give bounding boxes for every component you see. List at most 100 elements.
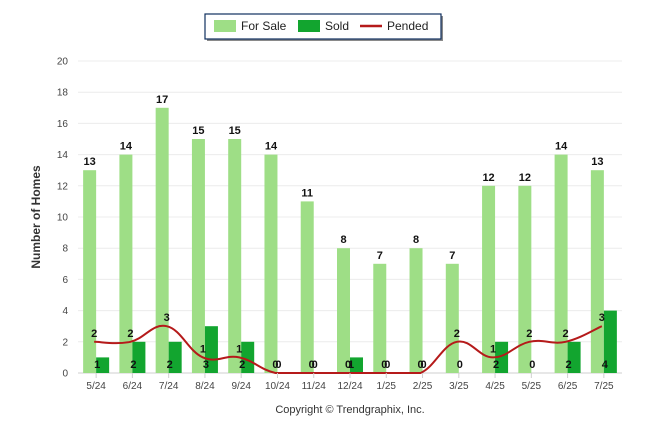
x-tick-label-2-25: 2/25 xyxy=(413,381,433,392)
x-tick-label-12-24: 12/24 xyxy=(337,381,362,392)
label-pended-4-25: 1 xyxy=(490,343,496,355)
y-tick-label: 18 xyxy=(57,88,69,99)
bar-for-sale-9-24[interactable] xyxy=(228,139,242,373)
x-tick-label-6-25: 6/25 xyxy=(558,381,578,392)
bars xyxy=(83,107,617,374)
label-pended-10-24: 0 xyxy=(272,359,278,371)
y-axis-label: Number of Homes xyxy=(29,165,43,269)
bar-for-sale-1-25[interactable] xyxy=(373,263,387,373)
label-sold-4-25: 2 xyxy=(493,359,499,371)
bar-sold-6-24[interactable] xyxy=(132,341,146,373)
x-tick-label-7-24: 7/24 xyxy=(159,381,179,392)
label-sold-1-25: 0 xyxy=(384,359,390,371)
bar-for-sale-6-25[interactable] xyxy=(554,154,568,373)
label-sold-12-24: 1 xyxy=(348,359,354,371)
bar-sold-6-25[interactable] xyxy=(567,341,581,373)
label-for-sale-2-25: 8 xyxy=(413,234,419,246)
legend-item-sold[interactable]: Sold xyxy=(298,19,349,33)
bar-for-sale-5-24[interactable] xyxy=(83,170,97,373)
x-tick-label-1-25: 1/25 xyxy=(377,381,397,392)
x-tick-label-5-24: 5/24 xyxy=(86,381,106,392)
y-tick-label: 12 xyxy=(57,181,69,192)
bar-for-sale-10-24[interactable] xyxy=(264,154,278,373)
bar-for-sale-7-24[interactable] xyxy=(155,107,169,374)
label-sold-11-24: 0 xyxy=(312,359,318,371)
x-tick-label-4-25: 4/25 xyxy=(485,381,505,392)
label-sold-2-25: 0 xyxy=(420,359,426,371)
y-tick-label: 20 xyxy=(57,57,69,68)
y-axis: 0 2 4 6 8 10 12 14 16 18 20 xyxy=(57,57,69,380)
legend-label-sold: Sold xyxy=(325,19,349,33)
label-sold-5-25: 0 xyxy=(529,359,535,371)
bar-sold-4-25[interactable] xyxy=(495,341,509,373)
pended-series-line[interactable] xyxy=(94,324,603,374)
pended-line xyxy=(94,324,603,374)
label-sold-9-24: 2 xyxy=(239,359,245,371)
bar-for-sale-12-24[interactable] xyxy=(337,248,350,373)
legend-item-pended[interactable]: Pended xyxy=(360,19,428,33)
x-tick-label-5-25: 5/25 xyxy=(522,381,542,392)
label-pended-3-25: 2 xyxy=(454,328,460,340)
label-sold-7-24: 2 xyxy=(167,359,173,371)
bar-sold-8-24[interactable] xyxy=(204,326,218,373)
bar-for-sale-4-25[interactable] xyxy=(482,185,496,373)
label-pended-6-25: 2 xyxy=(563,328,569,340)
label-sold-6-24: 2 xyxy=(130,359,136,371)
bar-for-sale-11-24[interactable] xyxy=(300,201,314,373)
label-for-sale-12-24: 8 xyxy=(340,234,346,246)
x-tick-label-9-24: 9/24 xyxy=(231,381,251,392)
label-pended-6-24: 2 xyxy=(127,328,133,340)
label-pended-7-24: 3 xyxy=(164,312,170,324)
x-tick-label-6-24: 6/24 xyxy=(123,381,143,392)
legend-item-for-sale[interactable]: For Sale xyxy=(214,19,287,33)
legend-label-pended: Pended xyxy=(387,19,428,33)
y-tick-label: 0 xyxy=(62,369,68,380)
legend-swatch-for-sale xyxy=(214,20,236,32)
label-for-sale-7-24: 17 xyxy=(156,94,168,106)
label-pended-5-24: 2 xyxy=(91,328,97,340)
x-tick-label-7-25: 7/25 xyxy=(594,381,614,392)
label-for-sale-6-24: 14 xyxy=(120,141,133,153)
label-sold-6-25: 2 xyxy=(566,359,572,371)
bar-for-sale-2-25[interactable] xyxy=(409,248,423,373)
x-tick-label-3-25: 3/25 xyxy=(449,381,469,392)
label-pended-2-25: 0 xyxy=(417,359,423,371)
bar-for-sale-6-24[interactable] xyxy=(119,154,133,373)
label-for-sale-8-24: 15 xyxy=(192,125,204,137)
copyright-credit: Copyright © Trendgraphix, Inc. xyxy=(275,404,424,416)
y-tick-label: 8 xyxy=(62,244,68,255)
bar-for-sale-7-25[interactable] xyxy=(590,170,604,373)
label-for-sale-3-25: 7 xyxy=(449,250,455,262)
label-for-sale-5-25: 12 xyxy=(519,172,531,184)
bar-sold-7-24[interactable] xyxy=(168,341,182,373)
y-tick-label: 6 xyxy=(62,275,68,286)
y-tick-label: 2 xyxy=(62,337,68,348)
y-tick-label: 16 xyxy=(57,119,69,130)
label-sold-7-25: 4 xyxy=(602,359,609,371)
legend-swatch-sold xyxy=(298,20,320,32)
label-for-sale-1-25: 7 xyxy=(377,250,383,262)
y-tick-label: 4 xyxy=(62,306,68,317)
legend-label-for-sale: For Sale xyxy=(241,19,287,33)
bar-sold-7-25[interactable] xyxy=(603,310,617,373)
y-tick-label: 14 xyxy=(57,150,69,161)
x-axis: 5/24 6/24 7/24 8/24 9/24 10/24 11/24 12/24 1/25 2… xyxy=(86,373,614,392)
label-sold-8-24: 3 xyxy=(203,359,209,371)
label-sold-10-24: 0 xyxy=(275,359,281,371)
label-pended-9-24: 1 xyxy=(236,343,242,355)
bar-for-sale-8-24[interactable] xyxy=(191,139,205,373)
label-pended-7-25: 3 xyxy=(599,312,605,324)
bar-for-sale-5-25[interactable] xyxy=(518,185,532,373)
bar-for-sale-3-25[interactable] xyxy=(445,263,459,373)
label-for-sale-9-24: 15 xyxy=(229,125,241,137)
legend: For Sale Sold Pended xyxy=(204,13,443,41)
y-tick-label: 10 xyxy=(57,213,69,224)
bar-sold-9-24[interactable] xyxy=(241,341,255,373)
bar-sold-5-24[interactable] xyxy=(96,357,110,373)
bar-sold-12-24[interactable] xyxy=(350,357,363,373)
label-sold-5-24: 1 xyxy=(94,359,100,371)
label-for-sale-4-25: 12 xyxy=(482,172,494,184)
label-for-sale-5-24: 13 xyxy=(84,156,96,168)
